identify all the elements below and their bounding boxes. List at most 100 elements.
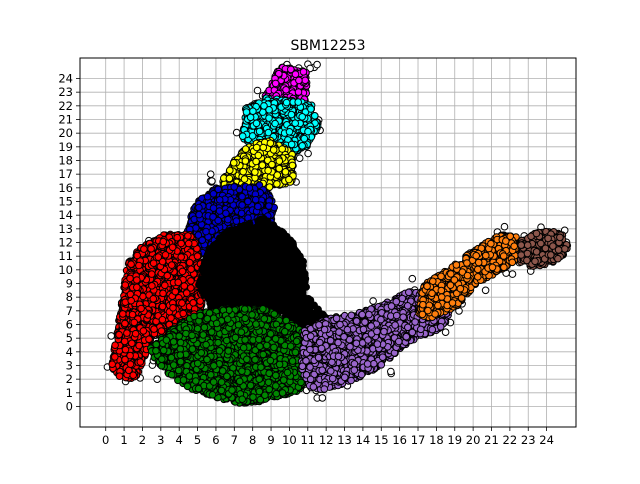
cluster-3-point: [239, 193, 246, 200]
cluster-4-point: [122, 320, 129, 327]
cluster-4-point: [134, 252, 141, 259]
cluster-1-point: [308, 106, 315, 113]
cluster-4-point: [180, 310, 187, 317]
cluster-3-point: [193, 225, 200, 232]
cluster-4-point: [159, 303, 166, 310]
outlier-point: [388, 368, 395, 375]
cluster-3-point: [210, 205, 217, 212]
cluster-3-point: [215, 217, 222, 224]
cluster-2-point: [265, 167, 272, 174]
cluster-3-point: [204, 193, 211, 200]
cluster-2-point: [240, 168, 247, 175]
cluster-4-point: [138, 305, 145, 312]
cluster-3-point: [223, 210, 230, 217]
cluster-4-point: [134, 277, 141, 284]
cluster-0-point: [296, 77, 303, 84]
cluster-3-point: [225, 216, 232, 223]
cluster-4-point: [168, 315, 175, 322]
cluster-4-point: [175, 279, 182, 286]
cluster-3-point: [266, 203, 273, 210]
cluster-4-point: [140, 328, 147, 335]
cluster-1-point: [266, 107, 273, 114]
cluster-4-point: [179, 268, 186, 275]
cluster-4-point: [155, 254, 162, 261]
cluster-1-point: [250, 108, 257, 115]
cluster-2-point: [286, 176, 293, 183]
cluster-0-point: [283, 87, 290, 94]
outlier-point: [254, 87, 261, 94]
outlier-point: [209, 178, 216, 185]
cluster-4-point: [128, 297, 135, 304]
cluster-4-point: [137, 359, 144, 366]
cluster-4-point: [170, 305, 177, 312]
cluster-2-point: [231, 160, 238, 167]
cluster-4-point: [141, 246, 148, 253]
cluster-0-point: [288, 66, 295, 73]
cluster-3-point: [252, 196, 259, 203]
cluster-4-point: [181, 283, 188, 290]
cluster-1-point: [286, 129, 293, 136]
cluster-2-point: [259, 162, 266, 169]
cluster-3-point: [238, 210, 245, 217]
cluster-3-point: [199, 237, 206, 244]
cluster-4-point: [136, 342, 143, 349]
cluster-1-point: [243, 109, 250, 116]
cluster-4-point: [158, 328, 165, 335]
cluster-4-point: [136, 262, 143, 269]
cluster-4-point: [190, 300, 197, 307]
cluster-4-point: [194, 253, 201, 260]
cluster-2-point: [274, 181, 281, 188]
cluster-4-point: [178, 254, 185, 261]
cluster-3-point: [255, 203, 262, 210]
cluster-4-point: [146, 336, 153, 343]
cluster-4-point: [112, 354, 119, 361]
cluster-2-point: [260, 144, 267, 151]
cluster-4-point: [109, 361, 116, 368]
cluster-4-point: [168, 262, 175, 269]
cluster-4-point: [116, 331, 123, 338]
cluster-4-point: [127, 275, 134, 282]
cluster-4-point: [169, 244, 176, 251]
cluster-4-point: [188, 278, 195, 285]
cluster-4-point: [129, 311, 136, 318]
cluster-2-point: [289, 162, 296, 169]
cluster-1-point: [283, 99, 290, 106]
cluster-0-point: [300, 69, 307, 76]
cluster-1-point: [299, 114, 306, 121]
cluster-4-point: [150, 260, 157, 267]
cluster-4-point: [148, 246, 155, 253]
cluster-1-point: [295, 99, 302, 106]
cluster-1-point: [253, 120, 260, 127]
cluster-3-point: [216, 197, 223, 204]
cluster-4-point: [150, 296, 157, 303]
cluster-2-point: [274, 172, 281, 179]
cluster-3-point: [203, 228, 210, 235]
cluster-4-point: [197, 298, 204, 305]
cluster-4-point: [148, 271, 155, 278]
cluster-4-point: [188, 285, 195, 292]
cluster-4-point: [164, 272, 171, 279]
cluster-4-point: [122, 356, 129, 363]
cluster-2-point: [253, 144, 260, 151]
cluster-1-point: [288, 111, 295, 118]
cluster-4-point: [160, 290, 167, 297]
cluster-4-point: [162, 252, 169, 259]
cluster-4-point: [116, 373, 123, 380]
chart-title: SBM12253: [290, 38, 365, 54]
cluster-0-point: [295, 89, 302, 96]
cluster-4-point: [151, 326, 158, 333]
cluster-2-point: [242, 146, 249, 153]
outlier-point: [409, 275, 416, 282]
cluster-3-point: [196, 211, 203, 218]
cluster-1-point: [272, 120, 279, 127]
outlier-point: [370, 298, 377, 305]
cluster-3-point: [196, 204, 203, 211]
cluster-3-point: [246, 185, 253, 192]
cluster-4-point: [124, 330, 131, 337]
outlier-point: [509, 271, 516, 278]
cluster-1-point: [299, 143, 306, 150]
cluster-3-point: [231, 184, 238, 191]
cluster-2-point: [252, 169, 259, 176]
